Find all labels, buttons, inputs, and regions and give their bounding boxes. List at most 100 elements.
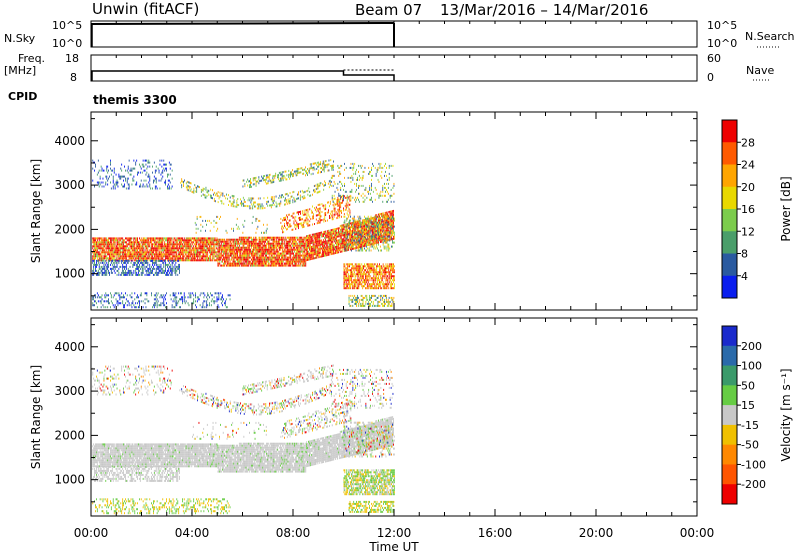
data-cell bbox=[203, 247, 205, 250]
data-cell bbox=[153, 267, 155, 270]
data-cell bbox=[314, 245, 316, 248]
data-cell bbox=[217, 256, 219, 259]
data-cell bbox=[217, 292, 219, 295]
data-cell bbox=[126, 261, 128, 264]
data-cell bbox=[224, 238, 225, 241]
data-cell bbox=[140, 245, 142, 248]
data-cell bbox=[92, 269, 94, 272]
data-cell bbox=[112, 185, 114, 188]
data-cell bbox=[148, 241, 150, 244]
data-cell bbox=[265, 254, 266, 257]
data-cell bbox=[123, 306, 124, 309]
data-cell bbox=[246, 260, 248, 263]
data-cell bbox=[325, 240, 327, 243]
data-cell bbox=[112, 179, 114, 182]
data-cell bbox=[324, 254, 326, 257]
data-cell bbox=[108, 245, 109, 248]
data-cell bbox=[182, 296, 183, 299]
data-cell bbox=[94, 243, 95, 246]
data-cell bbox=[127, 251, 129, 254]
data-cell bbox=[220, 292, 222, 295]
data-cell bbox=[325, 252, 327, 255]
data-cell bbox=[226, 193, 227, 196]
data-cell bbox=[341, 246, 343, 249]
data-cell bbox=[385, 223, 387, 226]
data-cell bbox=[202, 239, 204, 242]
data-cell bbox=[253, 248, 254, 251]
data-cell bbox=[94, 237, 95, 240]
data-cell bbox=[253, 254, 255, 257]
data-cell bbox=[278, 264, 280, 267]
data-cell bbox=[279, 248, 280, 251]
data-cell bbox=[293, 238, 294, 241]
data-cell bbox=[139, 253, 141, 256]
data-cell bbox=[243, 246, 245, 249]
data-cell bbox=[307, 248, 308, 251]
data-cell bbox=[248, 244, 250, 247]
data-cell bbox=[344, 243, 346, 246]
data-cell bbox=[221, 192, 223, 195]
data-cell bbox=[308, 238, 309, 241]
data-cell bbox=[131, 296, 133, 299]
data-cell bbox=[323, 245, 324, 247]
data-cell bbox=[178, 257, 180, 260]
data-cell bbox=[93, 245, 95, 248]
data-cell bbox=[143, 237, 145, 240]
data-cell bbox=[298, 248, 300, 251]
data-cell bbox=[254, 264, 256, 267]
data-cell bbox=[164, 304, 166, 307]
data-cell bbox=[355, 245, 357, 247]
data-cell bbox=[320, 243, 322, 246]
data-cell bbox=[129, 253, 131, 256]
data-cell bbox=[213, 302, 215, 305]
data-cell bbox=[162, 261, 164, 264]
data-cell bbox=[193, 298, 195, 301]
data-cell bbox=[174, 257, 176, 260]
data-cell bbox=[176, 241, 178, 244]
data-cell bbox=[277, 244, 279, 247]
data-cell bbox=[154, 271, 156, 274]
data-cell bbox=[297, 262, 299, 265]
data-cell bbox=[202, 302, 204, 305]
data-cell bbox=[136, 265, 138, 268]
data-cell bbox=[286, 252, 288, 255]
data-cell bbox=[274, 254, 276, 257]
data-cell bbox=[295, 262, 296, 265]
data-cell bbox=[306, 257, 308, 260]
data-cell bbox=[370, 217, 372, 220]
data-cell bbox=[196, 241, 197, 244]
data-cell bbox=[116, 179, 118, 182]
data-cell bbox=[125, 245, 126, 248]
data-cell bbox=[129, 249, 131, 252]
data-cell bbox=[114, 187, 116, 190]
data-cell bbox=[304, 252, 306, 255]
data-cell bbox=[123, 304, 124, 307]
data-cell bbox=[266, 244, 267, 247]
data-cell bbox=[252, 250, 253, 253]
data-cell bbox=[340, 250, 342, 253]
data-cell bbox=[169, 259, 171, 262]
data-cell bbox=[125, 302, 126, 305]
data-cell bbox=[210, 247, 211, 250]
data-cell bbox=[153, 261, 154, 264]
data-cell bbox=[118, 173, 120, 176]
data-cell bbox=[274, 258, 276, 261]
data-cell bbox=[196, 237, 198, 240]
data-cell bbox=[171, 267, 173, 270]
data-cell bbox=[342, 232, 344, 235]
data-cell bbox=[333, 228, 335, 231]
data-cell bbox=[174, 296, 176, 299]
data-cell bbox=[200, 247, 202, 250]
data-cell bbox=[186, 243, 188, 246]
data-cell bbox=[303, 262, 305, 265]
data-cell bbox=[336, 227, 337, 230]
data-cell bbox=[153, 257, 155, 260]
data-cell bbox=[214, 300, 216, 303]
data-cell bbox=[388, 219, 390, 221]
data-cell bbox=[186, 188, 188, 191]
data-cell bbox=[291, 252, 293, 255]
data-cell bbox=[216, 247, 218, 250]
data-cell bbox=[243, 248, 245, 251]
data-cell bbox=[315, 248, 317, 251]
data-cell bbox=[127, 253, 129, 256]
